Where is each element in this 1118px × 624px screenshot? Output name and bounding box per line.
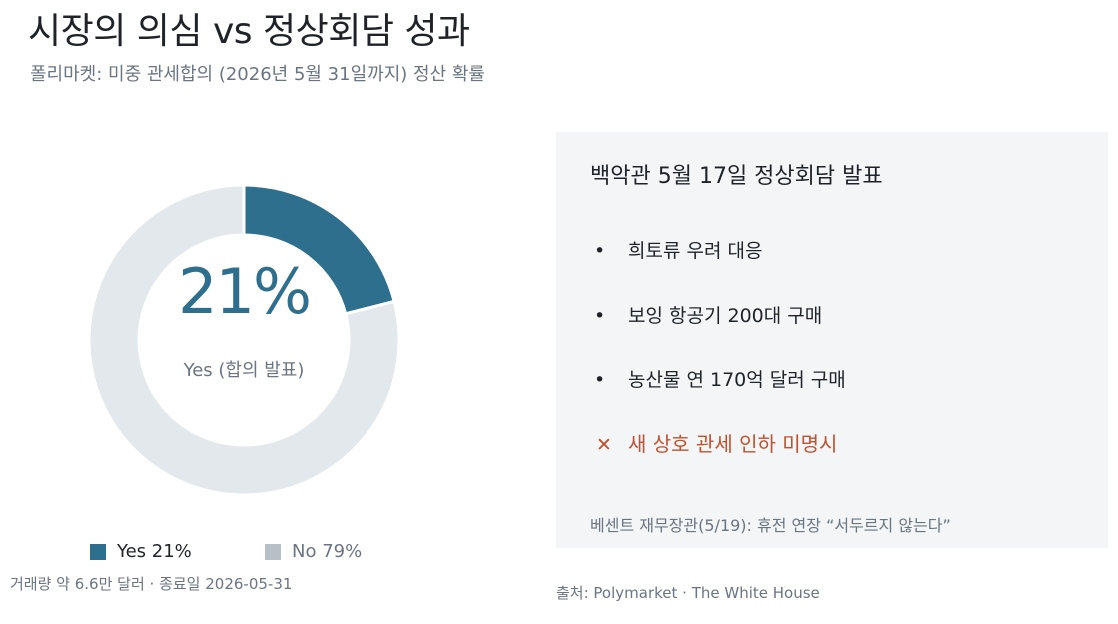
panel-title: 백악관 5월 17일 정상회담 발표 — [590, 164, 883, 189]
legend-label-no: No 79% — [292, 541, 363, 562]
slice-no — [87, 183, 401, 497]
center-value: 21% — [178, 255, 310, 328]
volume-footnote: 거래량 약 6.6만 달러 · 종료일 2026-05-31 — [10, 575, 293, 593]
legend-item-yes: Yes 21% — [90, 541, 192, 562]
summit-panel: 백악관 5월 17일 정상회담 발표 • 희토류 우려 대응 • 보잉 항공기 20… — [556, 132, 1108, 548]
bullet-dot-icon: • — [594, 240, 606, 262]
bullet-text: 농산물 연 170억 달러 구매 — [628, 369, 846, 391]
cross-icon: ✕ — [596, 434, 612, 456]
donut-chart: 21% Yes (합의 발표) — [87, 183, 401, 497]
page-title: 시장의 의심 vs 정상회담 성과 — [28, 11, 470, 52]
legend-swatch-yes — [90, 543, 106, 560]
panel-note: 베센트 재무장관(5/19): 휴전 연장 “서두르지 않는다” — [590, 516, 951, 535]
bullet-dot-icon: • — [594, 305, 606, 327]
legend-label-yes: Yes 21% — [117, 541, 192, 562]
bullet-item: • 농산물 연 170억 달러 구매 — [594, 365, 846, 392]
center-label: Yes (합의 발표) — [183, 360, 305, 381]
bullet-text: 보잉 항공기 200대 구매 — [628, 305, 823, 327]
bullet-text: 희토류 우려 대응 — [628, 240, 763, 262]
source-footnote: 출처: Polymarket · The White House — [556, 584, 820, 602]
negative-text: 새 상호 관세 인하 미명시 — [628, 432, 838, 456]
page-subtitle: 폴리마켓: 미중 관세합의 (2026년 5월 31일까지) 정산 확률 — [30, 64, 485, 85]
bullet-item: • 희토류 우려 대응 — [594, 236, 762, 263]
bullet-dot-icon: • — [594, 369, 606, 391]
legend-swatch-no — [265, 543, 281, 560]
negative-item: ✕ 새 상호 관세 인하 미명시 — [596, 428, 837, 457]
bullet-item: • 보잉 항공기 200대 구매 — [594, 301, 822, 328]
legend-item-no: No 79% — [265, 541, 362, 562]
